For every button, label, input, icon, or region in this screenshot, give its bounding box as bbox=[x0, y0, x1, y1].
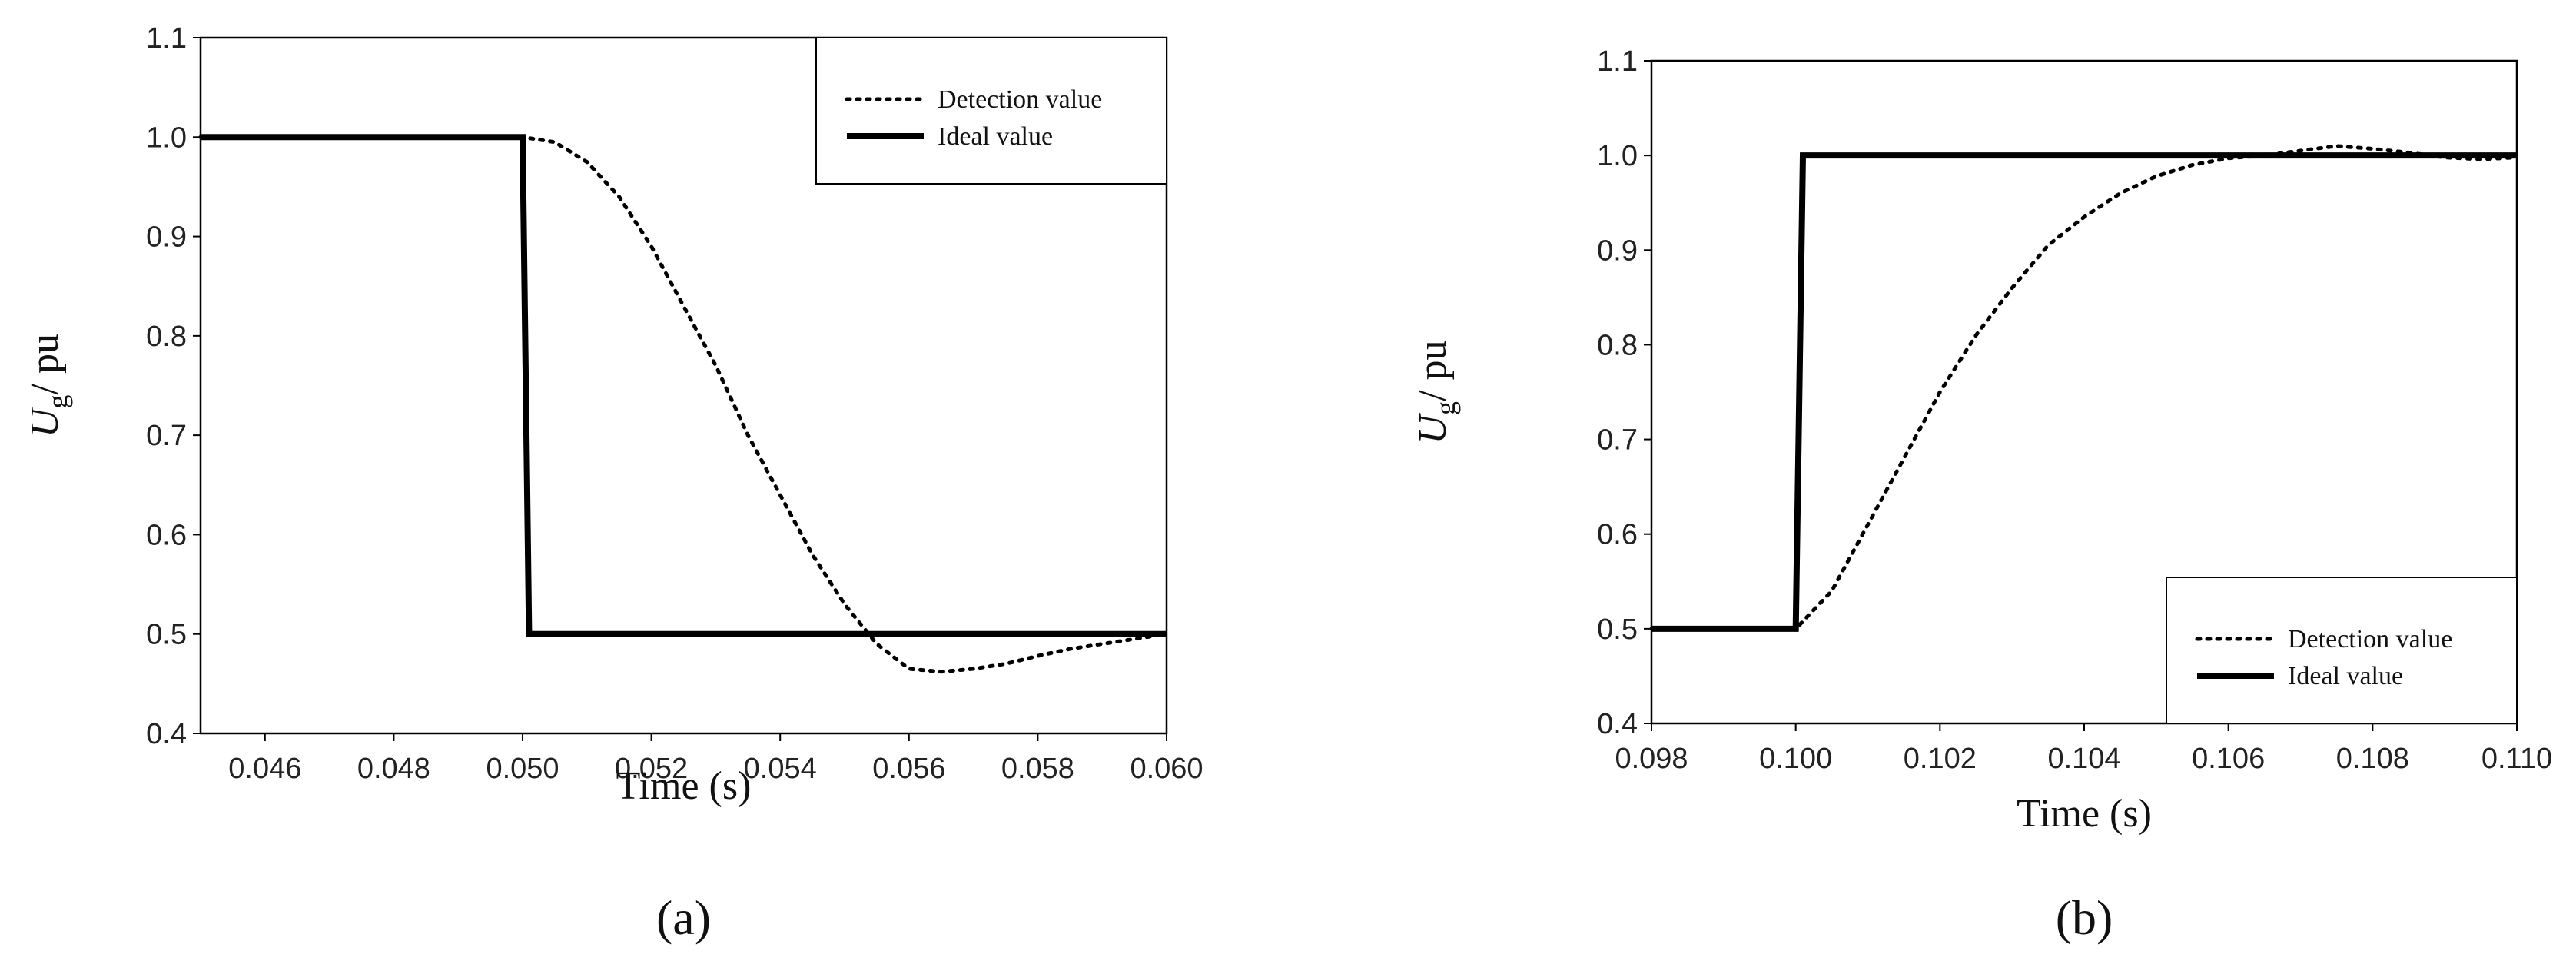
y-tick-label: 0.5 bbox=[146, 619, 187, 651]
y-tick-label: 0.7 bbox=[146, 420, 187, 452]
chart: 0.4 0.5 0.6 0.7 0.8 0.9 1.0 1.1 0.046 0.048 0.050 0… bbox=[23, 22, 1203, 945]
y-tick-label: 0.8 bbox=[1597, 329, 1638, 361]
x-tick-label: 0.102 bbox=[1904, 743, 1977, 775]
x-tick-label: 0.106 bbox=[2192, 743, 2265, 775]
series-line bbox=[198, 135, 1169, 674]
y-axis-unit: / pu bbox=[23, 334, 67, 394]
x-tick-label: 0.104 bbox=[2047, 743, 2120, 775]
series-line bbox=[1651, 152, 2517, 632]
y-axis-symbol: U bbox=[1411, 413, 1455, 444]
y-tick-label: 0.9 bbox=[146, 221, 187, 254]
series-line bbox=[201, 134, 1167, 637]
legend-label: Ideal value bbox=[2288, 662, 2403, 690]
panel-label: (a) bbox=[656, 890, 711, 945]
x-axis-title: Time (s) bbox=[2017, 792, 2152, 836]
panel-label: (b) bbox=[2056, 890, 2113, 945]
y-tick-label: 0.6 bbox=[1597, 519, 1638, 551]
x-tick-label: 0.056 bbox=[872, 753, 945, 785]
x-tick-label: 0.048 bbox=[357, 753, 430, 785]
x-tick-label: 0.046 bbox=[228, 753, 301, 785]
y-axis-symbol: U bbox=[23, 406, 67, 437]
x-axis-title: Time (s) bbox=[616, 764, 752, 808]
y-tick-label: 0.9 bbox=[1597, 234, 1638, 267]
y-axis-subscript: g bbox=[42, 394, 73, 408]
y-tick-label: 0.8 bbox=[146, 321, 187, 353]
y-tick-label: 0.5 bbox=[1597, 614, 1638, 646]
x-tick-label: 0.110 bbox=[2481, 743, 2552, 775]
x-tick-label: 0.054 bbox=[744, 753, 817, 785]
y-tick-label: 1.1 bbox=[1597, 45, 1638, 78]
y-tick-label: 0.4 bbox=[1597, 708, 1638, 740]
legend-box bbox=[2166, 577, 2518, 724]
legend-box bbox=[815, 37, 1167, 185]
legend-label: Ideal value bbox=[938, 122, 1053, 151]
x-tick-label: 0.108 bbox=[2336, 743, 2409, 775]
y-axis-unit: / pu bbox=[1411, 340, 1455, 401]
y-tick-label: 0.7 bbox=[1597, 424, 1638, 457]
y-tick-label: 1.0 bbox=[1597, 140, 1638, 172]
chart: 0.4 0.5 0.6 0.7 0.8 0.9 1.0 1.1 0.098 0.100 0.102 0… bbox=[1411, 45, 2552, 945]
x-tick-label: 0.060 bbox=[1130, 753, 1203, 785]
y-axis-title: Ug/ pu bbox=[23, 334, 73, 437]
legend-label: Detection value bbox=[938, 85, 1102, 114]
y-tick-label: 1.1 bbox=[146, 22, 187, 55]
x-tick-label: 0.058 bbox=[1001, 753, 1074, 785]
y-axis-title: Ug/ pu bbox=[1411, 340, 1461, 444]
plot-frame bbox=[1650, 59, 2518, 725]
plot-frame bbox=[199, 36, 1168, 735]
legend-label: Detection value bbox=[2288, 625, 2452, 653]
y-tick-label: 0.6 bbox=[146, 519, 187, 551]
x-tick-label: 0.052 bbox=[615, 753, 688, 785]
y-tick-label: 0.4 bbox=[146, 718, 187, 750]
x-tick-label: 0.098 bbox=[1615, 743, 1688, 775]
y-axis-subscript: g bbox=[1430, 401, 1461, 415]
x-tick-label: 0.050 bbox=[486, 753, 559, 785]
y-tick-label: 1.0 bbox=[146, 121, 187, 154]
x-tick-label: 0.100 bbox=[1759, 743, 1832, 775]
series-line bbox=[1649, 144, 2519, 631]
